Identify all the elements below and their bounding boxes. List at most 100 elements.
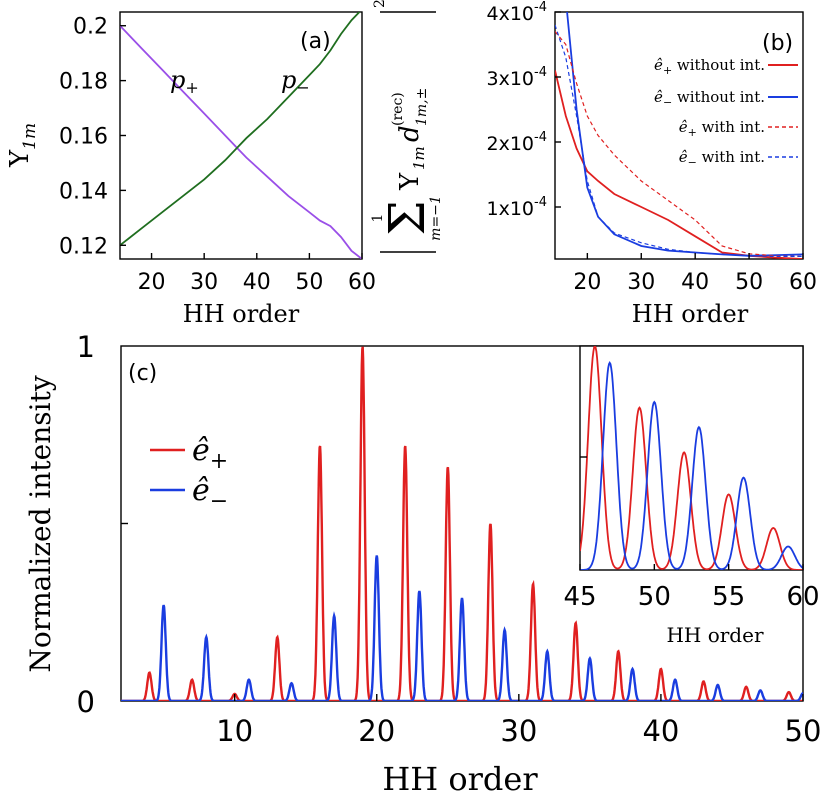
panel-c-x-tick-label: 10 <box>216 714 253 748</box>
panel-a-x-tick-label: 20 <box>138 270 166 295</box>
panel-b-legend: ê+ without int.ê− without int.ê+ with in… <box>654 56 798 169</box>
panel-c-legend: ê+ ê− <box>150 433 228 514</box>
panel-b-x-tick-label: 40 <box>681 270 709 295</box>
panel-a-x-tick-label: 60 <box>348 270 376 295</box>
p-minus-label-name: p <box>281 66 296 94</box>
sum-upper: 1 <box>370 214 386 223</box>
legend-e-minus-label: ê− <box>192 473 228 514</box>
panel-c-y-tick-label: 0 <box>77 685 95 719</box>
panel-a-ylabel-sub: 1m <box>20 123 40 150</box>
panel-a-line-0 <box>120 25 362 259</box>
panel-c-xlabel: HH order <box>382 760 538 798</box>
panel-b-legend-label-2: ê+ with int. <box>679 118 765 139</box>
legend-symbol: ê <box>679 118 688 136</box>
panel-a-y-tick-label: 0.12 <box>59 234 108 259</box>
panel-c-x-ticks: 10 20 30 40 50 <box>216 694 821 748</box>
panel-a-xlabel: HH order <box>183 300 300 328</box>
panel-a-x-tick-label: 40 <box>243 270 271 295</box>
legend-sub: − <box>688 156 697 169</box>
panel-b-x-tick-label: 50 <box>735 270 763 295</box>
ylabel-power: 2 <box>372 0 388 8</box>
panel-c-label: (c) <box>128 361 157 386</box>
panel-a-y-tick-label: 0.2 <box>73 15 108 40</box>
panel-b-xlabel: HH order <box>632 300 749 328</box>
panel-c-x-tick-label: 40 <box>642 714 679 748</box>
inset-x-tick-label: 45 <box>563 582 596 612</box>
panel-a-y-tick-label: 0.16 <box>59 125 108 150</box>
panel-a-y-tick-label: 0.18 <box>59 70 108 95</box>
panel-a-x-tick-label: 50 <box>295 270 323 295</box>
ylabel-upsilon-sub: 1m <box>410 146 428 170</box>
tick-mantissa: 1x10 <box>487 198 535 220</box>
ylabel-d-sub: 1m,± <box>414 88 430 126</box>
panel-c-ylabel: Normalized intensity <box>24 375 57 672</box>
inset-x-tick-label: 50 <box>638 582 671 612</box>
panel-c-x-tick-label: 30 <box>500 714 537 748</box>
p-minus-label: p− <box>281 66 310 97</box>
tick-exponent: -4 <box>534 65 547 80</box>
legend-e-plus-label: ê+ <box>192 433 228 474</box>
legend-suffix: without int. <box>672 88 765 106</box>
tick-mantissa: 4x10 <box>487 3 535 25</box>
panel-c-x-tick-label: 50 <box>785 714 822 748</box>
legend-suffix: with int. <box>697 118 765 136</box>
panel-c-x-tick-label: 20 <box>358 714 395 748</box>
legend-sub: + <box>688 126 697 139</box>
legend-e-minus-name: ê <box>192 473 210 508</box>
panel-a-y-ticks: 0.12 0.14 0.16 0.18 0.2 <box>59 15 126 259</box>
legend-e-minus-sub: − <box>210 489 228 514</box>
inset-spectrum-0 <box>580 346 803 570</box>
p-plus-label: p+ <box>170 66 199 97</box>
panel-b-frame <box>554 11 804 260</box>
legend-e-plus-name: ê <box>192 433 210 468</box>
panel-c-spectrum-1 <box>121 555 803 701</box>
panel-c-series <box>121 346 803 701</box>
sum-sign: Σ <box>378 200 436 235</box>
legend-suffix: without int. <box>672 56 765 74</box>
inset-xlabel: HH order <box>666 623 763 647</box>
panel-c: 10 20 30 40 50 01 (c) HH order Normalized in… <box>24 330 821 798</box>
panel-b-legend-label-1: ê− without int. <box>654 88 765 109</box>
panel-b-y-tick-label: 3x10-4 <box>487 65 547 90</box>
ylabel-upsilon: Υ <box>395 172 425 191</box>
panel-b-y-tick-label: 1x10-4 <box>487 195 547 220</box>
panel-a-line-1 <box>120 12 361 247</box>
panel-c-spectrum-0 <box>121 346 803 701</box>
legend-sub: − <box>663 96 672 109</box>
ylabel-d-sup: (rec) <box>390 92 406 126</box>
inset-series <box>580 346 803 570</box>
panel-c-y-ticks: 01 <box>77 330 128 719</box>
legend-symbol: ê <box>679 148 688 166</box>
legend-e-plus-sub: + <box>210 449 228 474</box>
legend-symbol: ê <box>654 56 663 74</box>
panel-b-x-tick-label: 60 <box>789 270 817 295</box>
p-plus-label-sub: + <box>185 78 198 97</box>
inset-x-tick-label: 60 <box>786 582 819 612</box>
panel-a-y-tick-label: 0.14 <box>59 179 108 204</box>
tick-exponent: -4 <box>534 130 547 145</box>
panel-b-label: (b) <box>762 31 793 56</box>
panel-b-ylabel: Σ 1 m=−1 Υ 1m d (rec) 1m,± 2 <box>370 0 444 253</box>
panel-b-x-tick-label: 20 <box>573 270 601 295</box>
panel-a-x-ticks: 20 30 40 50 60 <box>138 253 376 295</box>
panel-b-legend-label-3: ê− with int. <box>679 148 765 169</box>
sum-lower: m=−1 <box>428 195 444 241</box>
panel-b-x-tick-label: 30 <box>627 270 655 295</box>
panel-c-y-tick-label: 1 <box>77 330 95 364</box>
inset-frame <box>579 345 804 571</box>
legend-suffix: with int. <box>697 148 765 166</box>
panel-b-y-tick-label: 2x10-4 <box>487 130 547 155</box>
tick-exponent: -4 <box>534 195 547 210</box>
inset-x-ticks: 45 50 55 60 <box>563 564 820 612</box>
panel-a: 20 30 40 50 60 0.12 0.14 0.16 0.18 0.2 (a) HH or… <box>5 11 376 328</box>
tick-mantissa: 3x10 <box>487 68 535 90</box>
panel-a-ylabel: Υ1m <box>5 123 40 168</box>
panel-a-label: (a) <box>300 29 331 54</box>
inset-x-tick-label: 55 <box>712 582 745 612</box>
panel-a-x-tick-label: 30 <box>190 270 218 295</box>
panel-a-series <box>120 12 362 259</box>
tick-exponent: -4 <box>534 0 547 15</box>
